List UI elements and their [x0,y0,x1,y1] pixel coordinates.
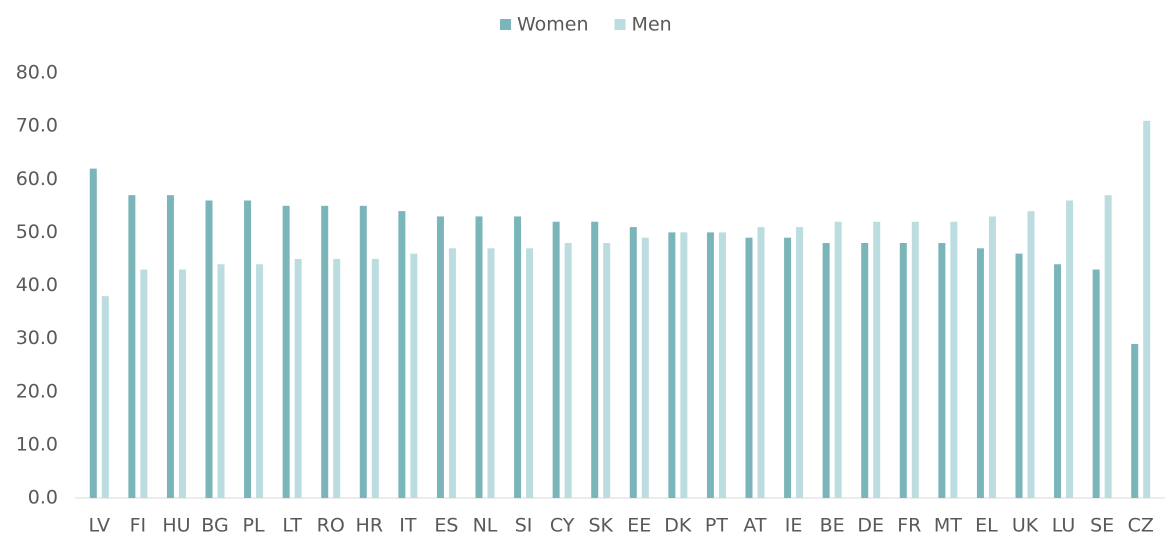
bar [591,221,599,498]
bar [410,253,418,498]
legend-swatch [614,19,626,30]
x-tick-label: LU [1052,515,1076,537]
legend-label: Men [632,14,672,36]
x-tick-label: HR [356,515,384,537]
bar [89,168,97,498]
bar [487,248,495,498]
y-tick-label: 60.0 [16,168,58,190]
bar [333,258,341,498]
bar [282,205,290,498]
bar [448,248,456,498]
bar [256,264,264,498]
bar [745,237,753,498]
x-tick-label: AT [743,515,767,537]
bar [988,216,996,498]
bar [680,232,688,498]
legend-label: Women [517,14,589,36]
x-tick-label: SI [515,515,533,537]
y-tick-label: 40.0 [16,274,58,296]
bar [1131,343,1139,498]
bar [911,221,919,498]
bar [861,243,869,498]
bar [178,269,186,498]
bar [899,243,907,498]
bar [552,221,560,498]
bar [217,264,225,498]
x-tick-label: EE [627,515,651,537]
bar [475,216,483,498]
x-tick-label: SE [1090,515,1114,537]
x-tick-label: LT [282,515,302,537]
bar [641,237,649,498]
bar [629,227,637,498]
y-tick-label: 80.0 [16,62,58,84]
x-tick-label: LV [89,515,111,537]
x-tick-label: CZ [1128,515,1154,537]
legend-swatch [500,19,511,30]
bar [1066,200,1074,498]
bar [1092,269,1100,498]
x-tick-label: FI [130,515,147,537]
bar [976,248,984,498]
y-tick-label: 10.0 [16,433,58,455]
bar [140,269,148,498]
y-tick-label: 70.0 [16,115,58,137]
bar [526,248,534,498]
bar [938,243,946,498]
bar [166,195,174,498]
x-tick-label: HU [162,515,190,537]
y-tick-label: 20.0 [16,380,58,402]
bar [796,227,804,498]
bar [1015,253,1023,498]
bar [668,232,676,498]
bar [101,296,109,498]
x-tick-label: PL [243,515,265,537]
bar [706,232,714,498]
bar [359,205,367,498]
x-tick-label: ES [434,515,458,537]
bar [398,211,406,498]
bar [1104,195,1112,498]
bar [784,237,792,498]
bar [294,258,302,498]
x-tick-label: UK [1012,515,1039,537]
x-tick-label: NL [473,515,498,537]
bar [205,200,213,498]
x-tick-label: RO [317,515,345,537]
x-tick-label: SK [588,515,613,537]
x-tick-label: IT [399,515,417,537]
bar [128,195,136,498]
bar [603,243,611,498]
bar [1143,120,1151,498]
x-tick-label: MT [934,515,962,537]
x-tick-label: DE [857,515,884,537]
bar [718,232,726,498]
bar [436,216,444,498]
bar [321,205,329,498]
bar [564,243,572,498]
bar [950,221,958,498]
bar [757,227,765,498]
x-tick-label: FR [897,515,921,537]
bar [371,258,379,498]
bar [834,221,842,498]
x-tick-label: IE [785,515,803,537]
bar [244,200,252,498]
bar [873,221,881,498]
bar [514,216,522,498]
x-tick-label: CY [550,515,575,537]
x-tick-label: EL [975,515,998,537]
y-tick-label: 30.0 [16,327,58,349]
x-tick-label: BG [201,515,228,537]
y-tick-label: 50.0 [16,221,58,243]
bar [1027,211,1035,498]
bar [1054,264,1062,498]
y-tick-label: 0.0 [28,487,58,509]
x-tick-label: DK [664,515,692,537]
x-tick-label: PT [705,515,728,537]
x-tick-label: BE [820,515,845,537]
bar [822,243,830,498]
